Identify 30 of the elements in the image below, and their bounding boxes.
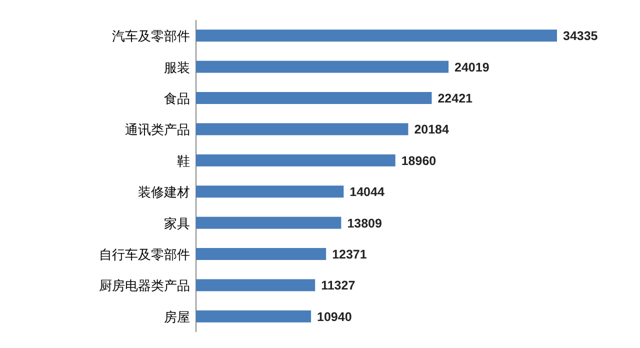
y-tick-label: 房屋 [164, 309, 190, 326]
data-label: 13809 [347, 216, 382, 230]
bar [196, 248, 326, 260]
bar [196, 92, 432, 104]
bar [196, 60, 449, 73]
y-tick-label: 服装 [164, 60, 190, 76]
y-tick-label: 通讯类产品 [125, 123, 190, 138]
bar [196, 216, 342, 229]
bar [196, 154, 396, 166]
y-tick-label: 汽车及零部件 [112, 30, 190, 45]
data-label: 12371 [332, 248, 367, 262]
y-tick-label: 鞋 [177, 154, 190, 170]
bar [196, 279, 316, 292]
y-tick-label: 食品 [164, 92, 190, 107]
y-tick-label: 厨房电器类产品 [99, 278, 190, 294]
bar [196, 30, 557, 42]
bar [196, 310, 312, 322]
bar [196, 186, 344, 198]
data-label: 24019 [454, 60, 490, 74]
data-label: 10940 [317, 310, 352, 324]
data-label: 18960 [401, 154, 436, 168]
data-label: 14044 [350, 185, 384, 200]
y-tick-label: 自行车及零部件 [99, 248, 190, 263]
y-tick-label: 装修建材 [138, 186, 190, 201]
bar [196, 123, 408, 136]
data-label: 20184 [414, 122, 450, 137]
data-label: 22421 [438, 92, 473, 106]
data-label: 34335 [563, 29, 598, 44]
data-label: 11327 [321, 278, 356, 293]
y-tick-label: 家具 [164, 216, 190, 232]
